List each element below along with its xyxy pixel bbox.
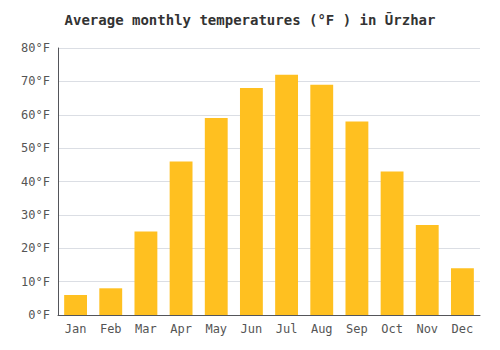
svg-text:80°F: 80°F <box>21 41 50 55</box>
svg-text:Jan: Jan <box>65 322 87 336</box>
svg-text:70°F: 70°F <box>21 74 50 88</box>
svg-text:Apr: Apr <box>170 322 192 336</box>
svg-text:Nov: Nov <box>416 322 438 336</box>
svg-text:Jun: Jun <box>241 322 263 336</box>
svg-text:10°F: 10°F <box>21 275 50 289</box>
svg-text:60°F: 60°F <box>21 108 50 122</box>
svg-text:50°F: 50°F <box>21 141 50 155</box>
svg-text:20°F: 20°F <box>21 241 50 255</box>
svg-text:Oct: Oct <box>381 322 403 336</box>
svg-text:Sep: Sep <box>346 322 368 336</box>
svg-text:Dec: Dec <box>452 322 474 336</box>
svg-text:Mar: Mar <box>135 322 157 336</box>
svg-text:Feb: Feb <box>100 322 122 336</box>
svg-text:Average monthly temperatures (: Average monthly temperatures (°F ) in Ūr… <box>65 11 436 28</box>
svg-text:30°F: 30°F <box>21 208 50 222</box>
svg-text:0°F: 0°F <box>28 308 50 322</box>
svg-text:40°F: 40°F <box>21 175 50 189</box>
svg-text:Jul: Jul <box>276 322 298 336</box>
svg-text:Aug: Aug <box>311 322 333 336</box>
svg-text:May: May <box>205 322 227 336</box>
